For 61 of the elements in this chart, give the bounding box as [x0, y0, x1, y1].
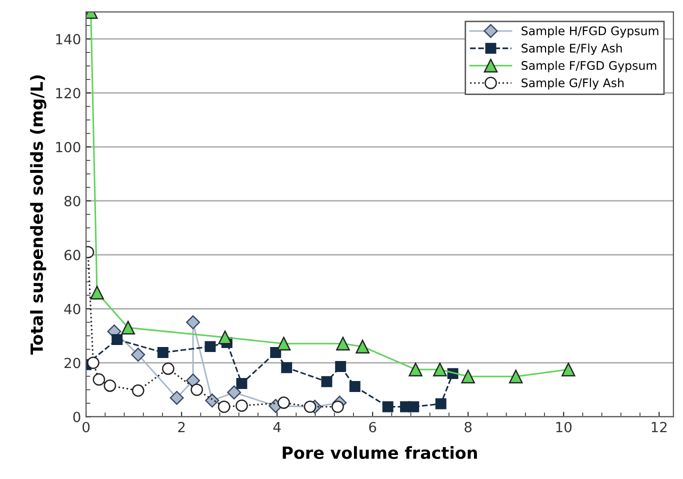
- x-tick-label: 8: [464, 422, 472, 432]
- y-tick-label: 40: [64, 304, 80, 314]
- legend-label: Sample G/Fly Ash: [522, 78, 624, 90]
- point: [562, 362, 576, 376]
- point: [112, 334, 123, 346]
- point: [227, 385, 242, 400]
- point: [349, 381, 360, 392]
- point: [508, 370, 523, 384]
- y-tick-label: 100: [56, 142, 80, 152]
- y-tick-label: 60: [64, 250, 80, 260]
- point: [186, 315, 200, 330]
- point: [186, 374, 200, 388]
- point: [276, 336, 291, 350]
- point: [104, 380, 116, 392]
- point: [332, 400, 344, 413]
- point: [461, 370, 475, 384]
- point: [336, 336, 350, 350]
- y-tick-label: 20: [64, 358, 80, 368]
- point: [335, 361, 346, 372]
- point: [408, 401, 420, 412]
- point: [433, 362, 447, 376]
- point: [304, 400, 316, 413]
- x-axis-title: Pore volume fraction: [282, 446, 477, 460]
- point: [408, 362, 422, 376]
- x-tick-label: 6: [369, 422, 376, 432]
- point: [435, 398, 446, 410]
- legend-label: Sample F/FGD Gypsum: [522, 60, 656, 72]
- x-tick-label: 12: [652, 422, 667, 432]
- point: [157, 347, 168, 358]
- point: [190, 384, 204, 396]
- point: [356, 340, 370, 354]
- y-tick-label: 140: [56, 34, 80, 44]
- point: [236, 399, 248, 412]
- point: [281, 362, 292, 374]
- point: [162, 362, 174, 375]
- point: [321, 376, 332, 388]
- y-axis-title: Total suspended solids (mg/L): [30, 75, 46, 355]
- point: [278, 396, 290, 409]
- legend-label: Sample E/Fly Ash: [522, 43, 622, 55]
- legend-label: Sample H/FGD Gypsum: [522, 26, 658, 38]
- point: [92, 373, 106, 386]
- point: [131, 348, 146, 362]
- point: [218, 400, 230, 413]
- point: [170, 390, 184, 405]
- point: [90, 286, 104, 300]
- point: [218, 330, 232, 344]
- x-tick-label: 4: [273, 422, 281, 432]
- x-tick-label: 10: [556, 422, 572, 432]
- point: [205, 394, 220, 408]
- point: [87, 356, 100, 369]
- point: [270, 347, 282, 358]
- point: [236, 378, 248, 390]
- point: [121, 320, 135, 335]
- point: [132, 384, 144, 397]
- y-tick-label: 80: [64, 196, 80, 206]
- point: [204, 341, 216, 352]
- y-tick-label: 0: [73, 412, 80, 422]
- y-tick-label: 120: [56, 88, 80, 98]
- x-tick-label: 0: [82, 422, 90, 432]
- point: [382, 401, 394, 412]
- x-tick-label: 2: [178, 422, 185, 432]
